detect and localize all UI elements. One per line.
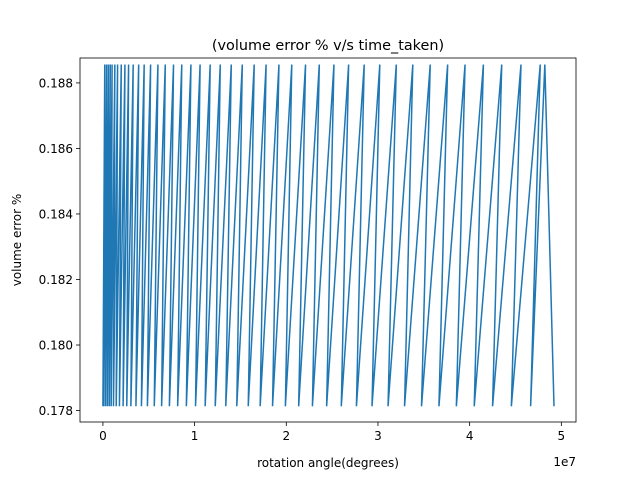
x-axis-label: rotation angle(degrees) [257, 456, 399, 470]
plot-frame [79, 57, 577, 423]
plot-layer [102, 64, 555, 407]
x-tick-label: 3 [374, 429, 382, 443]
y-tick-label: 0.180 [39, 339, 73, 353]
y-tick-label: 0.186 [39, 142, 73, 156]
y-axis: 0.178 0.180 0.182 0.184 0.186 0.188 [39, 76, 80, 418]
x-axis-offset-text: 1e7 [553, 455, 576, 469]
x-tick-label: 4 [466, 429, 474, 443]
x-tick-label: 2 [282, 429, 290, 443]
chart-title: (volume error % v/s time_taken) [212, 38, 444, 54]
x-tick-label: 0 [99, 429, 107, 443]
series-line [102, 64, 555, 407]
x-axis: 0 1 2 3 4 5 [99, 422, 565, 443]
y-axis-label: volume error % [10, 194, 24, 287]
y-tick-label: 0.178 [39, 404, 73, 418]
y-tick-label: 0.184 [39, 207, 73, 221]
x-tick-label: 5 [558, 429, 566, 443]
y-tick-label: 0.188 [39, 76, 73, 90]
y-tick-label: 0.182 [39, 273, 73, 287]
x-tick-label: 1 [191, 429, 199, 443]
